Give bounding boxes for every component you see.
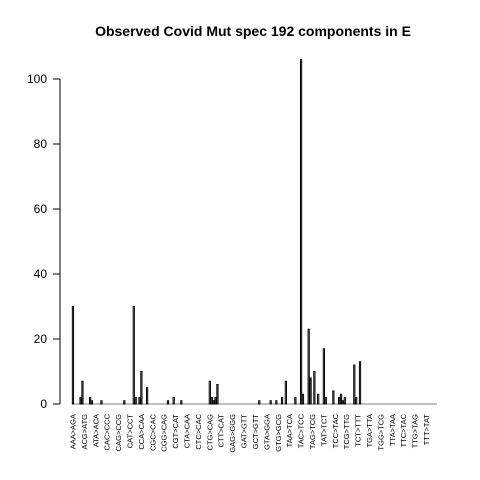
y-axis: 0 20 40 60 80 100 — [27, 72, 61, 411]
x-tick-label: ACG>ATG — [80, 414, 89, 450]
x-tick-label: GAT>GTT — [240, 414, 249, 449]
bar-tgc-to-ttc — [301, 393, 305, 405]
bar-att-to-act — [100, 400, 103, 405]
x-tick-label: TAC>TCC — [297, 413, 306, 448]
bar-ttt-to-tgt — [313, 371, 316, 405]
y-tick-label: 100 — [27, 72, 47, 86]
bar-acc-to-agc — [324, 397, 327, 405]
bar-acc-to-atc — [81, 380, 84, 405]
x-tick-label: CTT>CAT — [217, 414, 226, 448]
bar-atc-to-aac — [339, 393, 343, 405]
x-tick-label: TCG>TTG — [342, 414, 351, 449]
x-tick-label: ATA>ACA — [91, 414, 100, 447]
bar-gac-to-ggc — [134, 397, 137, 405]
x-tick-label: TTC>TAC — [399, 413, 408, 447]
x-tick-label: TTA>TAA — [388, 414, 397, 446]
bar-tcc-to-tac — [294, 397, 297, 405]
bar-ata-to-aga — [216, 384, 219, 405]
x-tick-label: CTG>CAG — [205, 414, 214, 451]
bar-cct-to-cgt — [358, 361, 362, 405]
bar-aaa-to-aga — [71, 306, 75, 405]
x-tick-label: TAA>TCA — [285, 414, 294, 447]
bar-ata-to-aaa — [337, 397, 341, 405]
bar-gag-to-gcg — [258, 400, 261, 405]
x-tick-label: GAG>GGG — [228, 414, 237, 453]
x-tick-label: CAC>CCC — [103, 413, 112, 450]
y-tick-label: 40 — [34, 267, 48, 281]
bar-tta-to-tga — [307, 328, 310, 405]
y-tick-label: 20 — [34, 332, 48, 346]
bar-tga-to-tta — [299, 59, 303, 405]
x-tick-label: CGG>CAG — [160, 414, 169, 452]
x-tick-label: TTG>TAG — [411, 414, 420, 448]
x-tick-label: TCC>TAC — [331, 413, 340, 448]
bar-taa-to-tca — [284, 380, 287, 405]
bar-agg-to-atg — [212, 400, 215, 405]
y-tick-label: 0 — [40, 397, 47, 411]
bar-agc-to-aac — [88, 397, 92, 405]
bar-aca-to-aga — [322, 348, 325, 405]
bar-gca-to-gta — [140, 371, 143, 405]
x-tick-label: CGC>CAC — [148, 413, 157, 450]
bar-aac-to-atc — [317, 393, 320, 405]
bar-att-to-aat — [343, 397, 346, 405]
bar-agt-to-att — [214, 397, 217, 405]
chart-title: Observed Covid Mut spec 192 components i… — [95, 23, 411, 39]
bar-agg-to-aag — [90, 400, 94, 405]
x-tick-label: GTA>GGA — [262, 414, 271, 450]
x-tick-label: GCT>GTT — [251, 414, 260, 450]
bar-aca-to-ata — [79, 397, 82, 405]
x-tick-label: TAG>TCG — [308, 414, 317, 449]
bars — [71, 59, 437, 405]
x-tick-label: CGT>CAT — [171, 414, 180, 449]
bar-gaa-to-gga — [132, 306, 135, 405]
bar-gga-to-gta — [269, 400, 272, 405]
bar-ttc-to-tgc — [309, 377, 312, 405]
bar-cca-to-cga — [353, 364, 356, 405]
bar-gat-to-ggt — [138, 397, 141, 405]
y-tick-label: 60 — [34, 202, 48, 216]
bar-tgc-to-tac — [180, 400, 183, 405]
bar-aga-to-ata — [208, 380, 211, 405]
y-tick-label: 80 — [34, 137, 48, 151]
x-tick-labels: AAA>AGA ACG>ATG ATA>ACA CAC>CCC CAG>CCG CAT>C… — [68, 413, 431, 452]
x-tick-label: CAG>CCG — [114, 414, 123, 451]
bar-agc-to-acc — [332, 390, 335, 405]
bar-agc-to-atc — [210, 397, 213, 405]
x-tick-label: CTC>CAC — [194, 413, 203, 449]
bar-gct-to-gtt — [145, 387, 149, 405]
bar-cgt-to-cat — [123, 400, 126, 405]
x-tick-label: TTT>TAT — [422, 414, 431, 446]
bar-atg-to-aag — [341, 400, 344, 405]
bar-tag-to-tgg — [166, 400, 170, 405]
x-tick-label: CCA>CAA — [137, 414, 146, 450]
bar-ggt-to-gtt — [275, 400, 278, 405]
x-tick-label: CAT>CCT — [125, 414, 134, 449]
x-tick-label: AAA>AGA — [68, 414, 77, 449]
x-tick-label: TAT>TCT — [319, 414, 328, 446]
bar-tcc-to-ttc — [172, 397, 175, 405]
bar-ccc-to-cgc — [355, 397, 358, 405]
x-tick-label: TCT>TTT — [354, 414, 363, 447]
bar-gtg-to-ggg — [280, 397, 284, 405]
x-tick-label: CTA>CAA — [183, 414, 192, 448]
x-tick-label: TGG>TCG — [376, 414, 385, 451]
x-tick-label: TGA>TTA — [365, 414, 374, 447]
x-tick-label: GTG>GCG — [274, 414, 283, 452]
